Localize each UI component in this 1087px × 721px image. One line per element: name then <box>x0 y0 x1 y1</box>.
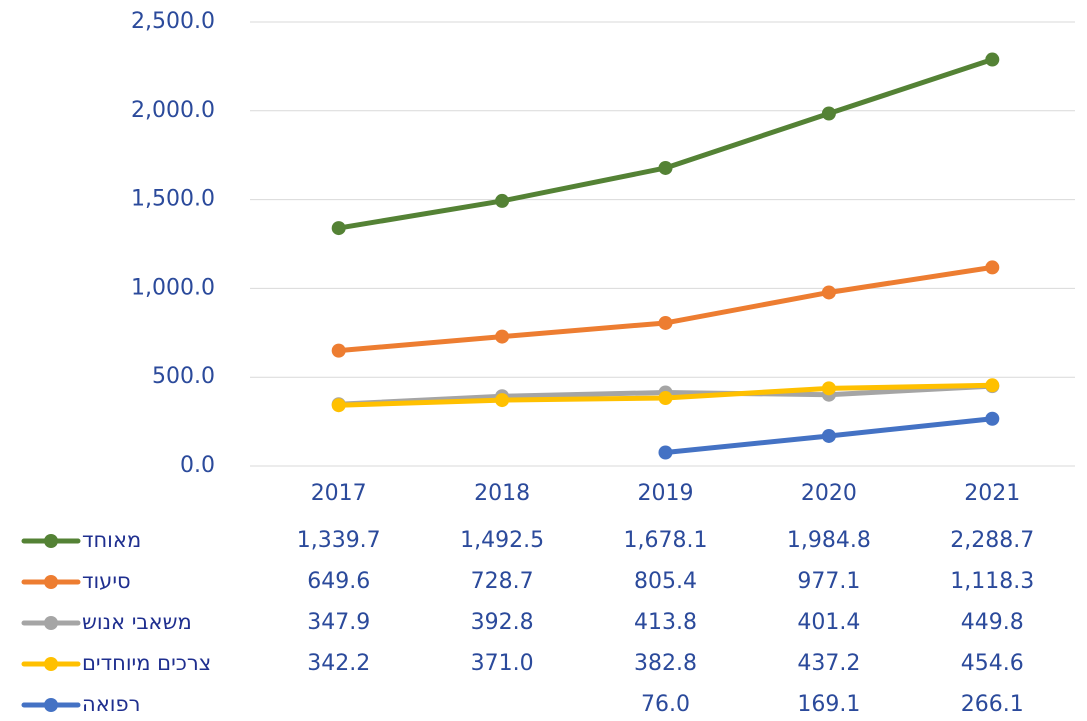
x-tick-label: 2020 <box>801 481 857 506</box>
data-point <box>821 106 836 121</box>
table-cell: 805.4 <box>634 569 697 594</box>
table-cell: 76.0 <box>641 692 690 717</box>
data-point <box>985 52 1000 67</box>
table-cell: 977.1 <box>797 569 860 594</box>
legend-marker <box>44 575 58 589</box>
y-tick-label: 1,000.0 <box>131 275 215 300</box>
table-cell: 449.8 <box>961 610 1024 635</box>
table-cell: 342.2 <box>307 651 370 676</box>
table-cell: 266.1 <box>961 692 1024 717</box>
table-cell: 382.8 <box>634 651 697 676</box>
legend-label: מאוחד <box>82 528 141 552</box>
table-cell: 728.7 <box>471 569 534 594</box>
y-tick-label: 0.0 <box>180 453 215 478</box>
legend-marker <box>44 616 58 630</box>
data-point <box>331 221 346 236</box>
x-tick-label: 2021 <box>964 481 1020 506</box>
data-point <box>658 445 673 460</box>
table-cell: 1,118.3 <box>950 569 1034 594</box>
table-cell: 392.8 <box>471 610 534 635</box>
data-point <box>495 193 510 208</box>
table-cell: 413.8 <box>634 610 697 635</box>
table-cell: 401.4 <box>797 610 860 635</box>
series-line <box>336 264 995 354</box>
legend-label: סיעוד <box>82 569 131 593</box>
data-point <box>821 285 836 300</box>
legend-label: רפואה <box>82 692 140 716</box>
legend-marker <box>44 698 58 712</box>
table-cell: 1,492.5 <box>460 528 544 553</box>
x-tick-label: 2018 <box>474 481 530 506</box>
table-cell: 454.6 <box>961 651 1024 676</box>
table-cell: 437.2 <box>797 651 860 676</box>
series-line <box>336 57 995 231</box>
data-point <box>658 160 673 175</box>
data-point <box>495 393 510 408</box>
legend-label: משאבי אנוש <box>82 610 192 634</box>
y-tick-label: 2,500.0 <box>131 9 215 34</box>
y-tick-label: 2,000.0 <box>131 98 215 123</box>
data-point <box>985 411 1000 426</box>
table-cell: 2,288.7 <box>950 528 1034 553</box>
data-point <box>495 329 510 344</box>
legend-label: צרכים מיוחדים <box>82 651 211 675</box>
data-point <box>658 315 673 330</box>
x-tick-label: 2019 <box>638 481 694 506</box>
table-cell: 649.6 <box>307 569 370 594</box>
data-point <box>985 260 1000 275</box>
data-point <box>821 428 836 443</box>
x-tick-label: 2017 <box>311 481 367 506</box>
y-tick-label: 500.0 <box>152 364 215 389</box>
legend-marker <box>44 657 58 671</box>
data-point <box>331 343 346 358</box>
table-cell: 1,678.1 <box>624 528 708 553</box>
table-cell: 169.1 <box>797 692 860 717</box>
table-cell: 1,339.7 <box>297 528 381 553</box>
data-point <box>331 398 346 413</box>
table-cell: 371.0 <box>471 651 534 676</box>
legend-marker <box>44 534 58 548</box>
data-point <box>821 381 836 396</box>
table-cell: 1,984.8 <box>787 528 871 553</box>
y-tick-label: 1,500.0 <box>131 187 215 212</box>
data-point <box>658 391 673 406</box>
table-cell: 347.9 <box>307 610 370 635</box>
data-point <box>985 378 1000 393</box>
